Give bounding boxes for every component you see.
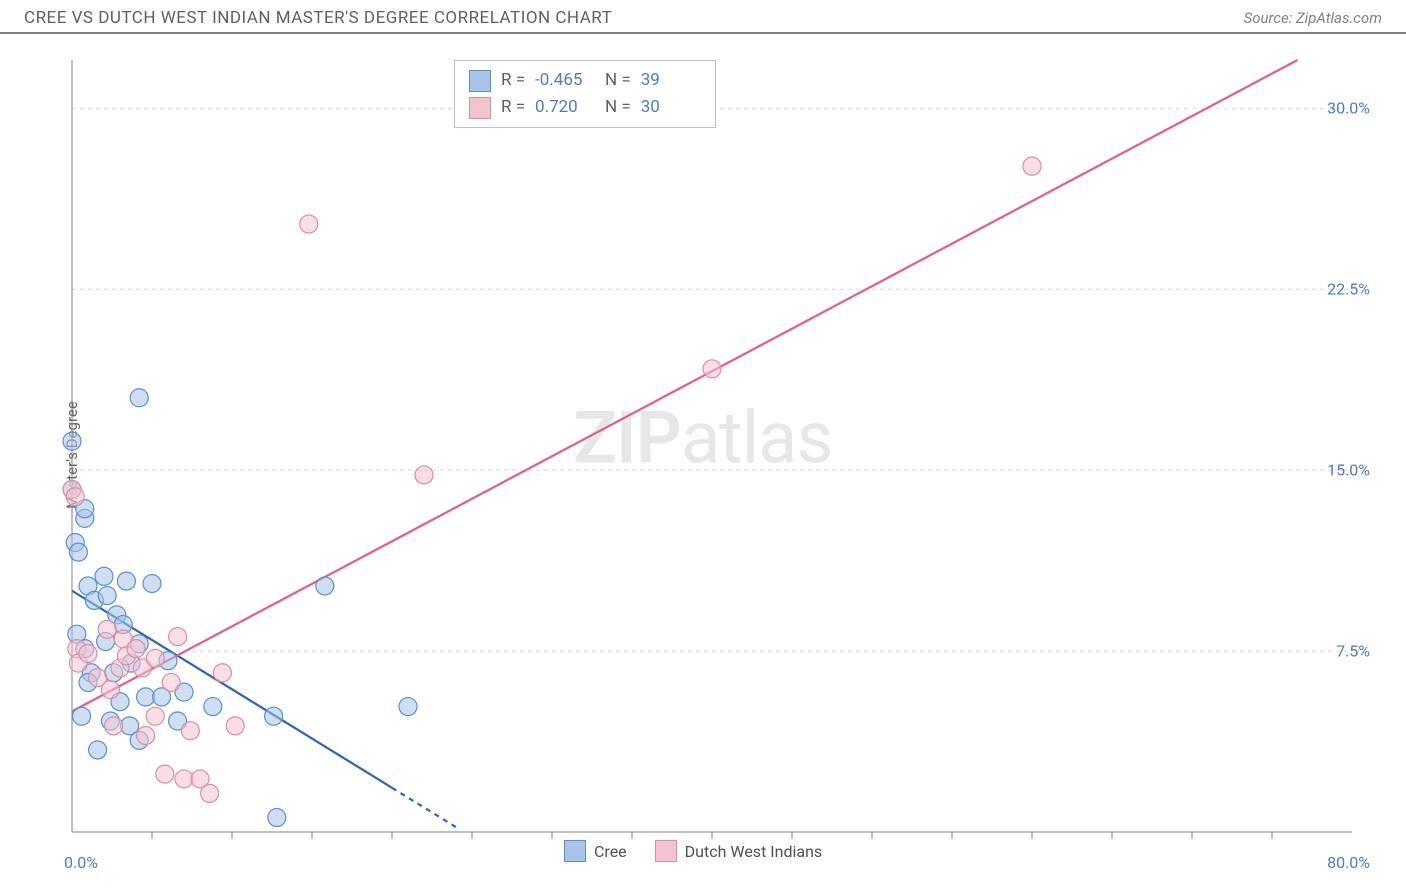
legend-item: Dutch West Indians [655, 840, 823, 862]
stat-r-label: R = [501, 94, 525, 121]
legend-swatch [655, 840, 677, 862]
stats-row: R = -0.465 N = 39 [469, 67, 701, 94]
stat-n-label: N = [605, 67, 631, 94]
chart-source: Source: ZipAtlas.com [1244, 9, 1382, 27]
legend-item: Cree [564, 840, 627, 862]
correlation-stats-box: R = -0.465 N = 39 R = 0.720 N = 30 [454, 60, 716, 128]
stat-r-value: 0.720 [535, 94, 595, 121]
stats-row: R = 0.720 N = 30 [469, 94, 701, 121]
x-axis-min-label: 0.0% [64, 853, 98, 872]
x-axis-max-label: 80.0% [1327, 853, 1370, 872]
y-tick-label: 30.0% [1327, 99, 1370, 118]
chart-container: ZIPatlas Master's Degree 7.5%15.0%22.5%3… [24, 42, 1382, 868]
y-tick-label: 22.5% [1327, 280, 1370, 299]
stat-n-value: 30 [641, 94, 701, 121]
y-tick-label: 15.0% [1327, 461, 1370, 480]
scatter-plot [24, 42, 1382, 862]
legend-label: Dutch West Indians [685, 842, 823, 861]
legend-label: Cree [594, 842, 627, 861]
chart-title: CREE VS DUTCH WEST INDIAN MASTER'S DEGRE… [24, 8, 612, 28]
y-tick-label: 7.5% [1336, 642, 1370, 661]
stat-r-value: -0.465 [535, 67, 595, 94]
chart-header: CREE VS DUTCH WEST INDIAN MASTER'S DEGRE… [0, 0, 1406, 34]
legend-swatch [564, 840, 586, 862]
legend: Cree Dutch West Indians [564, 840, 822, 862]
stat-r-label: R = [501, 67, 525, 94]
stat-n-label: N = [605, 94, 631, 121]
series-swatch [469, 70, 491, 92]
series-swatch [469, 97, 491, 119]
stat-n-value: 39 [641, 67, 701, 94]
